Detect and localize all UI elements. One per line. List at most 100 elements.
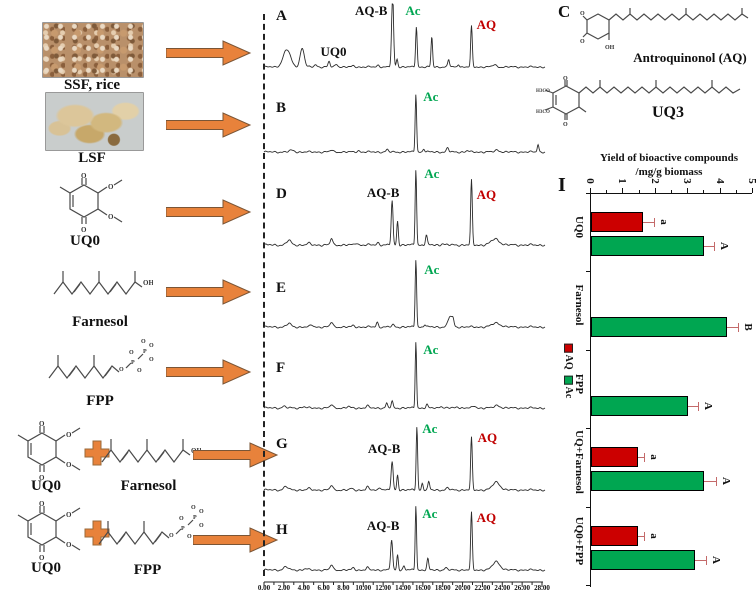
x-axis-tick-label: 22.00 bbox=[474, 584, 491, 592]
error-bar bbox=[688, 405, 698, 407]
bar-AQ-UQ0+FPP bbox=[591, 525, 638, 546]
error-bar bbox=[704, 246, 715, 247]
peak-label-Ac: Ac bbox=[424, 261, 440, 277]
peak-label-AQ-B: AQ-B bbox=[366, 184, 400, 200]
svg-text:O: O bbox=[137, 368, 142, 374]
value-axis-tick bbox=[590, 188, 591, 193]
farnesol-structure: OH bbox=[96, 420, 202, 484]
bar-Ac-UQ+Farnesol bbox=[591, 471, 705, 492]
chromatogram-panel-F: F Ac bbox=[262, 334, 552, 413]
x-axis-tick-label: 2.00 bbox=[277, 584, 290, 592]
chromatogram-panel-D: D AQ-B Ac AQ bbox=[262, 162, 552, 250]
significance-letter: a bbox=[648, 454, 661, 460]
y-axis-dashed-line bbox=[263, 14, 265, 576]
significance-letter: A bbox=[719, 477, 732, 486]
panel-letter-G: G bbox=[276, 436, 288, 452]
antroquinonol-label: Antroquinonol (AQ) bbox=[633, 50, 747, 65]
category-axis-tick bbox=[586, 585, 590, 586]
error-bar bbox=[637, 535, 645, 537]
svg-text:O: O bbox=[66, 511, 72, 519]
chart-legend: AQ Ac bbox=[559, 343, 577, 405]
category-axis-tick bbox=[586, 271, 590, 273]
chromatogram-panel-G: G AQ-B Ac AQ bbox=[262, 416, 552, 495]
uq0-structure: O O O O bbox=[6, 420, 86, 482]
value-axis-minor-tick bbox=[638, 190, 640, 193]
error-bar bbox=[637, 457, 645, 459]
peak-label-AQ: AQ bbox=[476, 17, 497, 33]
plus-icon bbox=[84, 520, 110, 546]
bar-Ac-UQ0+FPP bbox=[591, 549, 695, 570]
substrate-label-uq0: UQ0 bbox=[31, 478, 61, 494]
chromatogram-panel-B: B Ac bbox=[262, 80, 552, 157]
svg-text:O: O bbox=[191, 505, 196, 511]
peak-label-AQ: AQ bbox=[477, 430, 498, 446]
peak-label-Ac: Ac bbox=[422, 505, 438, 521]
svg-text:O: O bbox=[81, 226, 87, 234]
chromatogram-panel-H: H AQ-B Ac AQ bbox=[262, 498, 552, 575]
substrate-label-uq0: UQ0 bbox=[70, 233, 100, 249]
svg-text:O: O bbox=[39, 554, 45, 562]
svg-text:O: O bbox=[169, 533, 174, 539]
x-axis-tick-label: 14.00 bbox=[395, 584, 411, 592]
svg-text:O: O bbox=[580, 11, 585, 17]
uq3-structure: O O H3CO H3CO bbox=[536, 74, 748, 128]
x-axis-labels: 0.00 2.00 4.00 6.00 8.00 10.00 12.00 14.00 16.00… bbox=[258, 584, 556, 594]
svg-text:O: O bbox=[66, 431, 72, 439]
peak-label-Ac: Ac bbox=[423, 341, 439, 357]
svg-text:O: O bbox=[81, 172, 87, 180]
farnesol-structure: OH bbox=[48, 252, 154, 316]
significance-letter: A bbox=[718, 242, 731, 250]
error-bar-cap bbox=[644, 453, 646, 463]
x-axis-tick-label: 26.00 bbox=[514, 584, 531, 592]
bar-Ac-FPP bbox=[591, 395, 689, 416]
substrate-label-uq0: UQ0 bbox=[31, 560, 61, 576]
value-axis-tick bbox=[752, 188, 753, 193]
value-axis-minor-tick bbox=[606, 190, 608, 193]
substrate-label-ssf-rice: SSF, rice bbox=[63, 77, 121, 93]
substrate-label-fpp: FPP bbox=[86, 393, 114, 409]
substrate-label-farnesol: Farnesol bbox=[72, 314, 128, 330]
arrow-icon bbox=[165, 197, 252, 227]
error-bar-cap bbox=[706, 555, 708, 565]
svg-text:O: O bbox=[580, 39, 585, 45]
svg-text:O: O bbox=[39, 420, 45, 428]
legend-swatch-icon bbox=[564, 375, 573, 385]
panel-letter-C: C bbox=[558, 2, 571, 21]
error-bar bbox=[642, 222, 655, 223]
uq3-label: UQ3 bbox=[652, 104, 684, 121]
peak-label-Ac: Ac bbox=[405, 3, 421, 19]
svg-text:P: P bbox=[143, 349, 147, 355]
svg-text:O: O bbox=[149, 343, 154, 349]
svg-text:O: O bbox=[119, 367, 124, 373]
svg-text:O: O bbox=[129, 350, 134, 356]
significance-letter: a bbox=[648, 532, 661, 539]
arrow-icon bbox=[165, 357, 252, 387]
error-bar bbox=[727, 327, 739, 329]
x-axis-tick-label: 0.00 bbox=[257, 584, 271, 592]
peak-label-AQ-B: AQ-B bbox=[354, 3, 388, 19]
value-axis-minor-tick bbox=[735, 190, 737, 193]
value-axis-minor-tick bbox=[703, 190, 705, 193]
svg-text:O: O bbox=[563, 76, 568, 82]
legend-label: AQ bbox=[563, 354, 574, 370]
x-axis-tick-label: 6.00 bbox=[317, 584, 330, 592]
category-axis-tick bbox=[586, 193, 590, 194]
svg-text:O: O bbox=[39, 500, 45, 508]
x-axis-tick-label: 16.00 bbox=[414, 584, 431, 592]
svg-text:O: O bbox=[108, 183, 114, 191]
legend-label: Ac bbox=[563, 386, 574, 399]
svg-text:O: O bbox=[66, 461, 72, 469]
panel-letter-D: D bbox=[276, 186, 287, 202]
panel-letter-A: A bbox=[276, 8, 287, 24]
peak-label-Ac: Ac bbox=[422, 420, 438, 436]
error-bar-cap bbox=[644, 531, 646, 541]
category-label-UQ0: UQ0 bbox=[573, 216, 585, 238]
chromatogram-column: A UQ0 AQ-B Ac AQ B Ac D AQ-B Ac AQ E Ac F Ac G AQ-B Ac AQ H… bbox=[258, 0, 556, 598]
error-bar bbox=[694, 559, 706, 561]
svg-text:O: O bbox=[141, 339, 146, 345]
peak-label-Ac: Ac bbox=[424, 165, 440, 181]
substrate-label-farnesol: Farnesol bbox=[120, 478, 177, 494]
category-axis-tick bbox=[586, 349, 590, 351]
